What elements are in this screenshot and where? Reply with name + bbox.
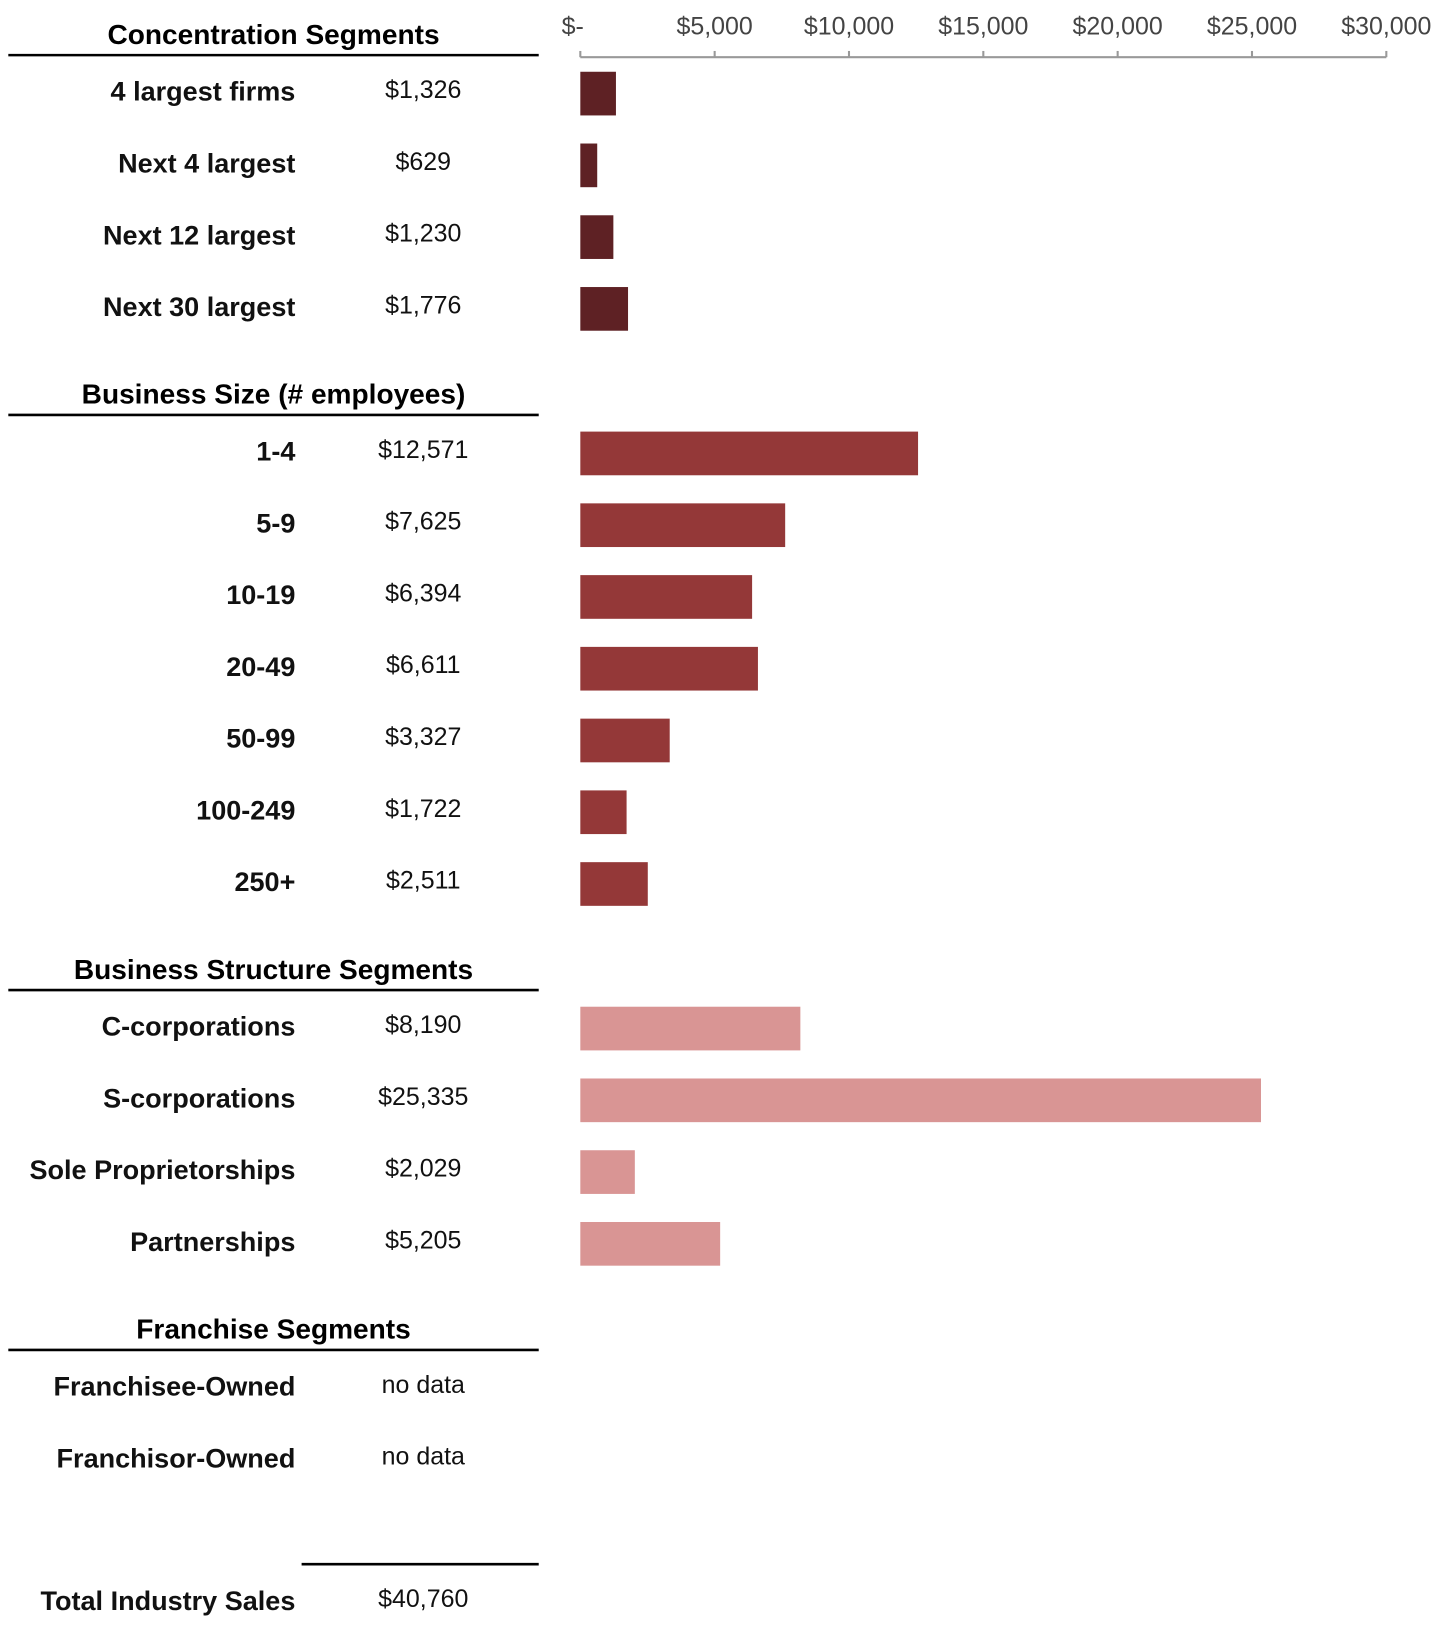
total-value: $40,760	[378, 1585, 468, 1613]
section-title: Concentration Segments	[107, 19, 439, 50]
row-label: Franchisee-Owned	[54, 1372, 296, 1402]
row-label: C-corporations	[102, 1012, 296, 1042]
bar	[580, 1222, 721, 1266]
bar	[580, 287, 629, 331]
row-label: S-corporations	[103, 1083, 295, 1113]
row-value: $6,394	[385, 579, 461, 607]
bar	[580, 215, 614, 259]
x-tick-label: $10,000	[804, 13, 894, 41]
row-value: $5,205	[385, 1226, 461, 1254]
row-label: 10-19	[226, 580, 295, 610]
row-value: $2,029	[385, 1155, 461, 1183]
chart-body: $- $5,000 $10,000 $15,000 $20,000 $25,000 $30,…	[8, 13, 1431, 1616]
row-value: no data	[382, 1371, 465, 1399]
row-label: 50-99	[226, 724, 295, 754]
row-label: Partnerships	[130, 1227, 295, 1257]
row-value: $629	[396, 148, 452, 176]
bar	[580, 431, 919, 476]
bar	[580, 1150, 635, 1194]
bar	[580, 503, 786, 548]
x-tick-label: $30,000	[1341, 13, 1431, 41]
row-label: Next 12 largest	[103, 220, 295, 250]
row-label: Sole Proprietorships	[29, 1155, 295, 1185]
bar	[580, 790, 627, 835]
row-label: 20-49	[226, 652, 295, 682]
row-value: $7,625	[385, 508, 461, 536]
bar	[580, 575, 753, 619]
bar	[580, 143, 598, 188]
row-value: $1,230	[385, 220, 461, 248]
total-label: Total Industry Sales	[41, 1586, 296, 1616]
row-label: Next 4 largest	[118, 149, 295, 179]
section-title: Business Size (# employees)	[82, 379, 466, 410]
bar	[580, 1006, 801, 1051]
row-label: 1-4	[256, 437, 295, 467]
section-title: Franchise Segments	[136, 1314, 411, 1345]
row-label: Next 30 largest	[103, 292, 295, 322]
row-value: $12,571	[378, 436, 468, 464]
bar	[580, 862, 648, 906]
row-value: no data	[382, 1443, 465, 1471]
x-tick-label: $25,000	[1207, 13, 1297, 41]
row-label: 250+	[234, 867, 295, 897]
section-title: Business Structure Segments	[74, 954, 473, 985]
row-label: Franchisor-Owned	[57, 1443, 296, 1473]
row-label: 100-249	[196, 795, 295, 825]
row-label: 5-9	[256, 508, 295, 538]
row-value: $1,722	[385, 795, 461, 823]
x-tick-label: $5,000	[676, 13, 752, 41]
row-value: $25,335	[378, 1083, 468, 1111]
row-value: $3,327	[385, 723, 461, 751]
row-value: $1,776	[385, 291, 461, 319]
bar	[580, 1078, 1261, 1123]
row-value: $1,326	[385, 76, 461, 104]
row-value: $2,511	[386, 867, 460, 895]
bar	[580, 71, 616, 116]
row-value: $8,190	[385, 1011, 461, 1039]
row-value: $6,611	[386, 651, 460, 679]
row-label: 4 largest firms	[111, 77, 296, 107]
x-tick-label: $-	[562, 13, 584, 41]
bar	[580, 646, 758, 691]
bar	[580, 718, 670, 763]
x-tick-label: $15,000	[938, 13, 1028, 41]
x-tick-label: $20,000	[1073, 13, 1163, 41]
